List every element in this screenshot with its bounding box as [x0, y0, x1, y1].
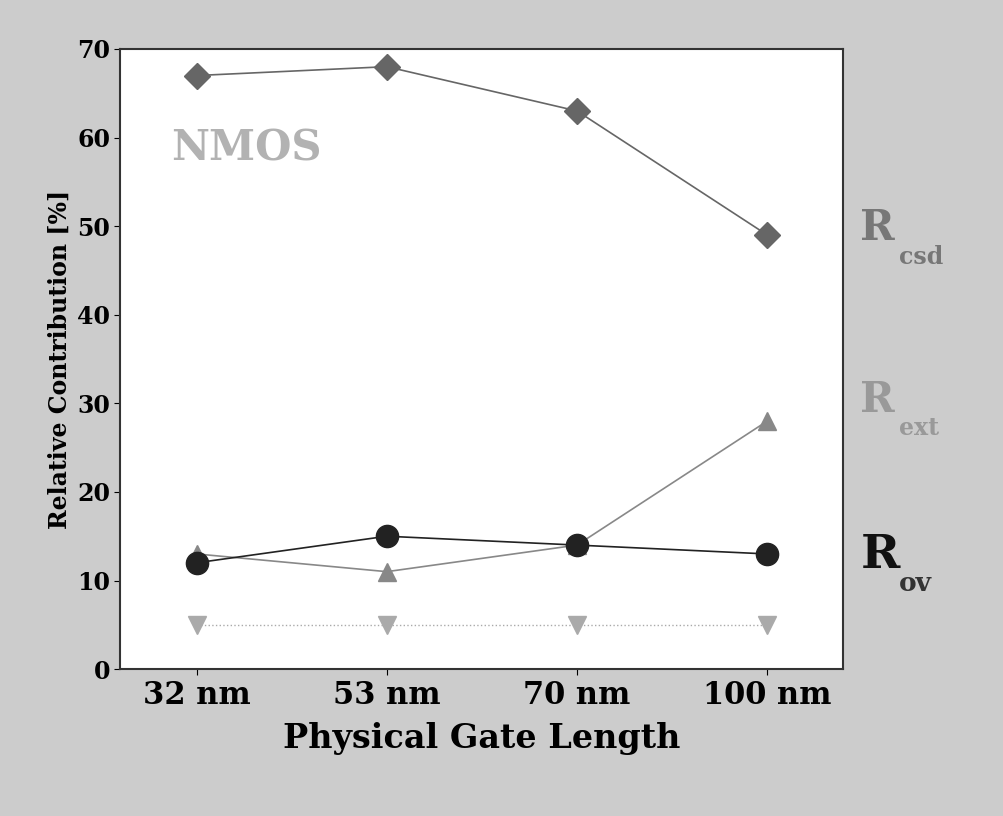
Text: NMOS: NMOS [171, 127, 321, 170]
Text: ov: ov [898, 571, 931, 596]
Text: R: R [860, 668, 889, 703]
Text: ext: ext [898, 416, 938, 441]
X-axis label: Physical Gate Length: Physical Gate Length [283, 721, 680, 755]
Y-axis label: Relative Contribution [%]: Relative Contribution [%] [47, 189, 71, 529]
Text: R: R [860, 532, 899, 578]
Text: csd: csd [898, 245, 942, 269]
Text: R: R [860, 207, 894, 250]
Text: R: R [860, 379, 894, 421]
Text: di: di [898, 704, 921, 724]
